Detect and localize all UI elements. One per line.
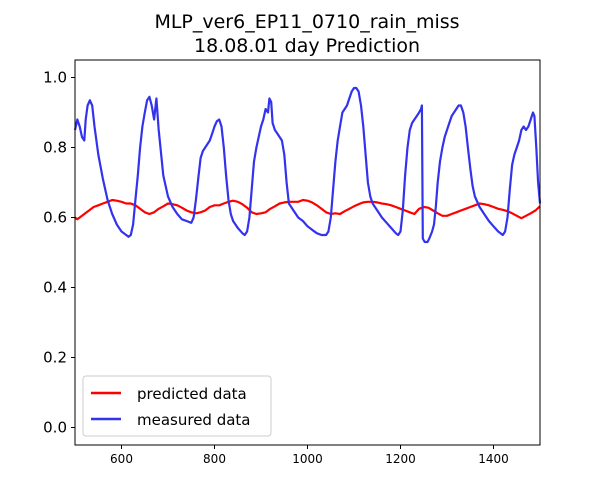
plot-frame [74, 59, 541, 446]
y-tick-label: 0.2 [43, 349, 67, 367]
y-tick-label: 0.8 [43, 139, 67, 157]
predicted-data-line [74, 198, 541, 221]
legend-box [82, 375, 272, 437]
x-tick-label: 1400 [478, 452, 509, 466]
y-tick-label: 0.4 [43, 279, 67, 297]
y-tick-label: 0.0 [43, 419, 67, 437]
y-axis-ticks: 0.0 0.2 0.4 0.6 0.8 1.0 [43, 69, 75, 437]
x-tick-label: 600 [110, 452, 133, 466]
x-tick-label: 800 [203, 452, 226, 466]
chart-title-line-2: 18.08.01 day Prediction [194, 35, 420, 57]
y-tick-label: 0.6 [43, 209, 67, 227]
legend-label-predicted: predicted data [137, 385, 247, 403]
x-tick-label: 1000 [292, 452, 323, 466]
legend: predicted data measured data [82, 375, 272, 437]
chart-title-line-1: MLP_ver6_EP11_0710_rain_miss [154, 11, 459, 33]
series-layer [73, 86, 542, 244]
legend-label-measured: measured data [137, 411, 251, 429]
x-axis-ticks: 600 800 1000 1200 1400 [110, 445, 509, 466]
y-tick-label: 1.0 [43, 69, 67, 87]
measured-data-line [73, 86, 542, 244]
x-tick-label: 1200 [385, 452, 416, 466]
